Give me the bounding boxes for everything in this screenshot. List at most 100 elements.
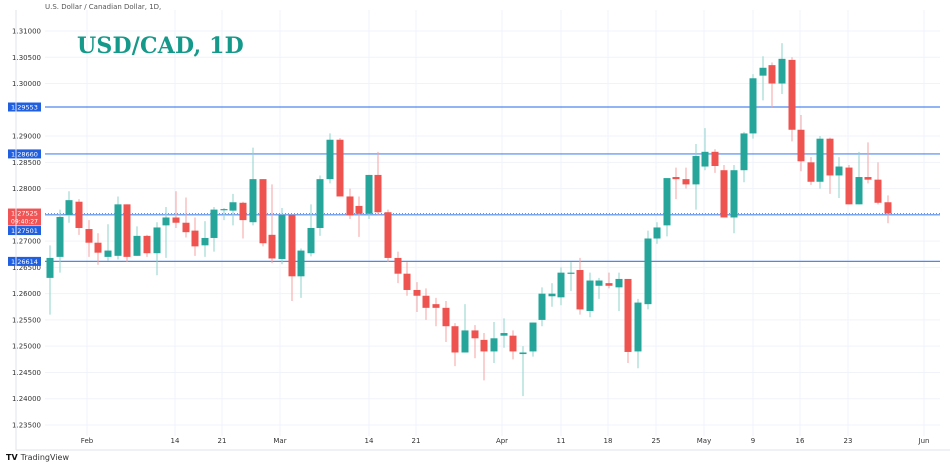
candle-up — [586, 280, 594, 311]
candle-up — [567, 272, 575, 274]
candle-up — [519, 352, 527, 355]
candle-up — [46, 257, 54, 278]
level-price-badge — [8, 226, 41, 236]
candle-up — [778, 58, 786, 84]
time-axis[interactable]: Feb 14 21 Mar 14 21 Apr 11 18 25 May 9 16 23 Jun — [81, 437, 930, 445]
candle-down — [509, 335, 517, 352]
candle-down — [864, 177, 872, 180]
candle-up — [220, 209, 228, 211]
level-price-text: 1.26614 — [11, 258, 38, 266]
y-tick-label: 1.25000 — [12, 343, 41, 351]
candle-down — [826, 138, 834, 176]
level-price-text: 1.28660 — [11, 150, 38, 158]
candle-up — [365, 174, 373, 214]
candle-up — [634, 302, 642, 352]
candle-down — [807, 162, 815, 182]
candle-down — [239, 202, 247, 221]
candle-down — [422, 295, 430, 308]
candle-up — [307, 227, 315, 254]
candle-down — [85, 229, 93, 243]
candle-up — [65, 200, 73, 215]
price-axis[interactable]: 1.31000 1.30500 1.30000 1.29000 1.28500 1.280… — [12, 28, 41, 430]
x-tick-label: May — [697, 437, 711, 445]
candle-up — [692, 156, 700, 185]
x-tick-label: 16 — [796, 437, 805, 445]
candle-up — [461, 330, 469, 353]
candle-up — [278, 214, 286, 259]
tradingview-logo-text: TradingView — [20, 453, 69, 462]
candle-down — [711, 151, 719, 167]
candle-down — [451, 326, 459, 353]
candle-down — [682, 179, 690, 185]
tradingview-logo-icon: TV — [6, 453, 18, 462]
level-price-text: 1.27501 — [11, 227, 38, 235]
candle-down — [672, 177, 680, 180]
y-tick-label: 1.31000 — [12, 28, 41, 36]
candle-up — [855, 177, 863, 205]
candle-up — [730, 170, 738, 218]
candle-down — [172, 217, 180, 223]
candle-up — [538, 293, 546, 320]
candle-up — [595, 280, 603, 286]
y-tick-label: 1.30500 — [12, 54, 41, 62]
candle-down — [268, 234, 276, 259]
x-tick-label: 21 — [412, 437, 421, 445]
candle-down — [259, 179, 267, 244]
candle-up — [557, 272, 565, 298]
y-tick-label: 1.25500 — [12, 316, 41, 324]
candle-up — [153, 227, 161, 254]
x-tick-label: 23 — [844, 437, 853, 445]
x-tick-label: 14 — [171, 437, 180, 445]
candle-up — [201, 237, 209, 246]
candle-up — [644, 238, 652, 305]
candle-up — [759, 67, 767, 76]
countdown-text: 09:40:27 — [11, 219, 38, 226]
candle-down — [874, 179, 882, 203]
candle-down — [288, 214, 296, 277]
candle-down — [355, 205, 363, 214]
candle-up — [162, 217, 170, 226]
candle-down — [336, 139, 344, 197]
candle-up — [114, 204, 122, 256]
candle-up — [249, 179, 257, 223]
candle-down — [442, 307, 450, 327]
y-tick-label: 1.27000 — [12, 238, 41, 246]
candle-up — [326, 139, 334, 180]
candle-up — [701, 151, 709, 167]
chart-title: USD/CAD, 1D — [77, 33, 244, 59]
x-tick-label: 21 — [218, 437, 227, 445]
candle-up — [740, 133, 748, 171]
x-tick-label: 11 — [557, 437, 566, 445]
candle-up — [663, 178, 671, 226]
tradingview-branding[interactable]: TV TradingView — [6, 453, 69, 462]
x-tick-label: Mar — [273, 437, 286, 445]
candle-up — [210, 209, 218, 238]
candle-down — [191, 230, 199, 247]
y-tick-label: 1.24500 — [12, 369, 41, 377]
level-price-text: 1.29553 — [11, 104, 38, 112]
x-tick-label: Feb — [81, 437, 94, 445]
candle-up — [133, 235, 141, 256]
y-tick-label: 1.23500 — [12, 421, 41, 429]
candle-down — [884, 202, 892, 214]
candle-down — [605, 283, 613, 286]
level-price-badge — [8, 149, 41, 159]
candle-down — [471, 330, 479, 339]
candle-up — [297, 250, 305, 277]
candle-down — [624, 278, 632, 352]
candle-up — [835, 166, 843, 176]
candle-down — [123, 204, 131, 257]
candle-down — [75, 201, 83, 228]
y-tick-label: 1.28000 — [12, 185, 41, 193]
candle-down — [384, 212, 392, 258]
y-tick-label: 1.30000 — [12, 80, 41, 88]
price-badges: 1.29553 1.28660 1.27501 1.26614 1.2752509:40… — [8, 102, 41, 266]
level-price-badge — [8, 256, 41, 266]
candle-down — [768, 65, 776, 84]
x-tick-label: 14 — [365, 437, 374, 445]
candle-up — [548, 293, 556, 297]
candle-up — [229, 202, 237, 211]
candle-down — [480, 339, 488, 352]
